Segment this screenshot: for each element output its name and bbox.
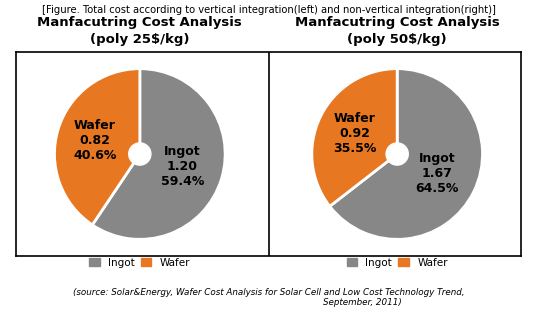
Text: Wafer
0.82
40.6%: Wafer 0.82 40.6%	[73, 119, 117, 162]
Legend: Ingot, Wafer: Ingot, Wafer	[343, 253, 452, 272]
Text: Ingot
1.67
64.5%: Ingot 1.67 64.5%	[415, 152, 459, 195]
Text: [Figure. Total cost according to vertical integration(left) and non-vertical int: [Figure. Total cost according to vertica…	[41, 5, 496, 15]
Title: Manfacutring Cost Analysis
(poly 25$/kg): Manfacutring Cost Analysis (poly 25$/kg)	[38, 16, 242, 46]
Title: Manfacutring Cost Analysis
(poly 50$/kg): Manfacutring Cost Analysis (poly 50$/kg)	[295, 16, 499, 46]
Wedge shape	[330, 69, 483, 239]
Text: (source: Solar&Energy, Wafer Cost Analysis for Solar Cell and Low Cost Technolog: (source: Solar&Energy, Wafer Cost Analys…	[72, 288, 465, 307]
Legend: Ingot, Wafer: Ingot, Wafer	[85, 253, 194, 272]
Wedge shape	[54, 69, 140, 225]
Wedge shape	[92, 69, 225, 239]
Wedge shape	[312, 69, 397, 206]
Text: Wafer
0.92
35.5%: Wafer 0.92 35.5%	[333, 112, 377, 155]
Circle shape	[129, 143, 151, 165]
Circle shape	[386, 143, 408, 165]
Text: Ingot
1.20
59.4%: Ingot 1.20 59.4%	[161, 146, 204, 188]
